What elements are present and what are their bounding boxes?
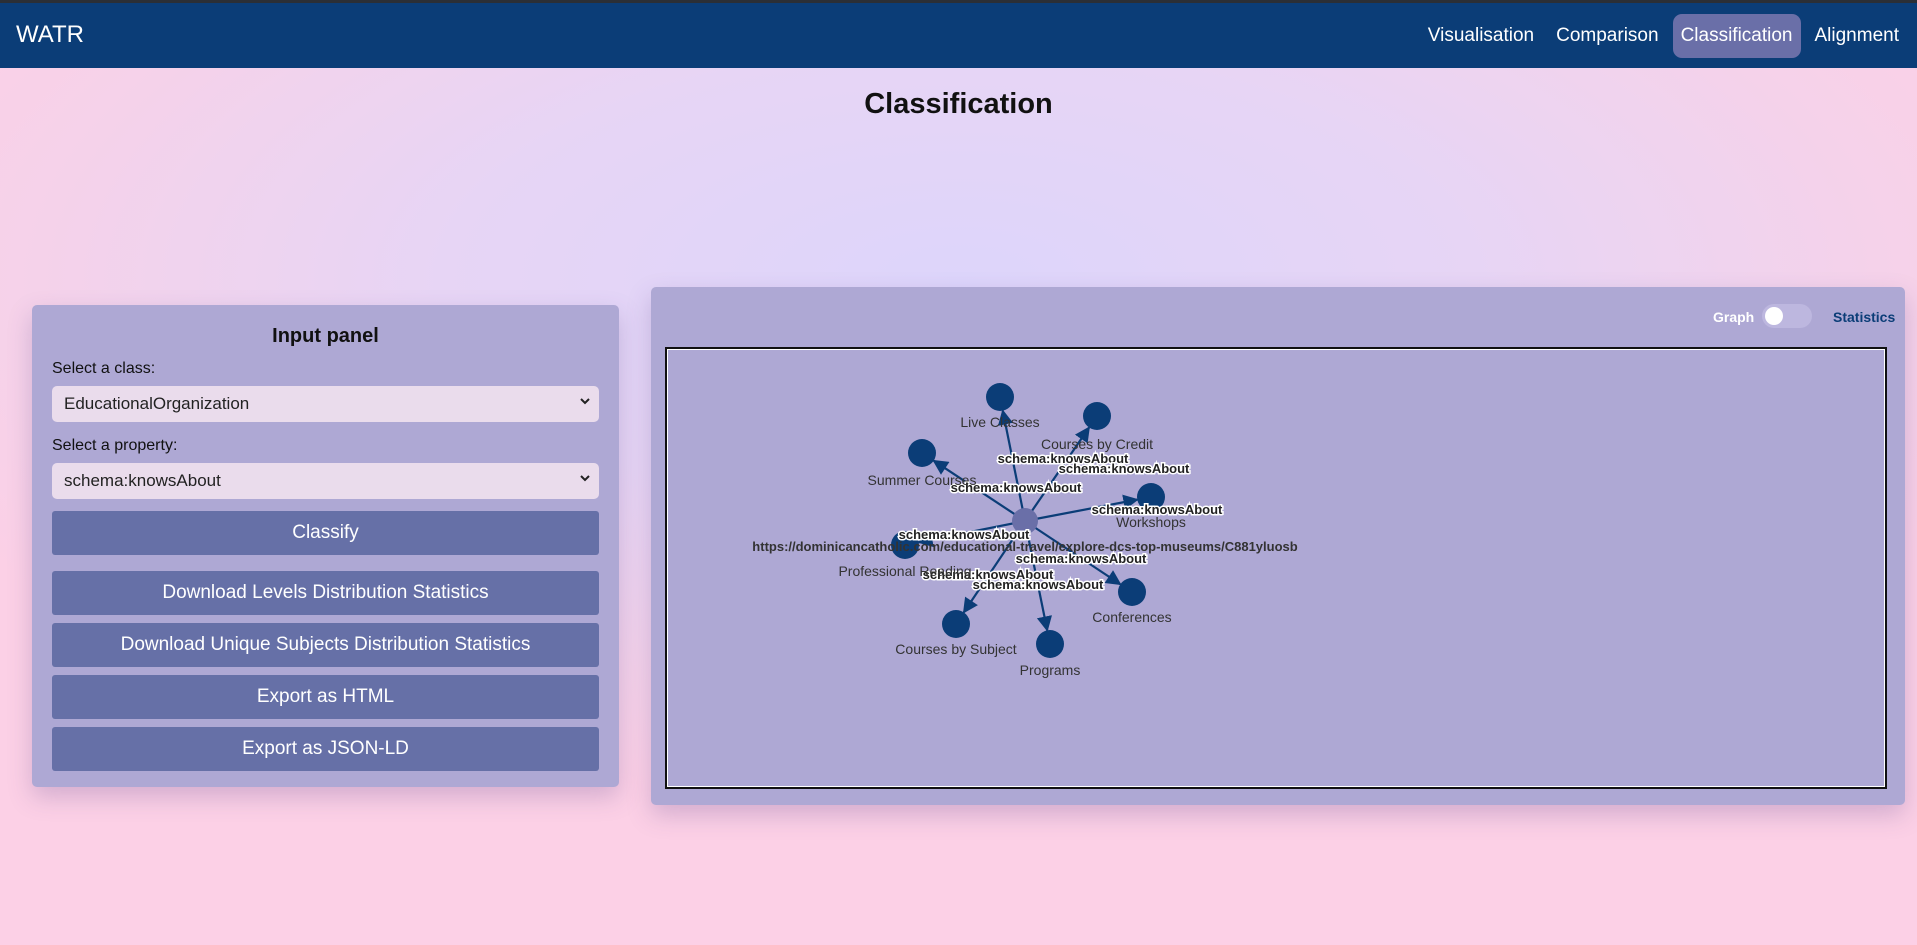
graph-center-label: https://dominicancatholic.com/educationa… xyxy=(752,539,1297,554)
page-title: Classification xyxy=(864,88,1053,120)
graph-edge xyxy=(962,520,1026,614)
classify-button[interactable]: Classify xyxy=(52,511,599,555)
graph-edge xyxy=(917,519,1026,548)
nav-item-classification[interactable]: Classification xyxy=(1672,14,1801,58)
chevron-down-icon xyxy=(580,398,590,405)
class-select[interactable]: EducationalOrganization xyxy=(52,386,599,422)
navbar: WATR Visualisation Comparison Classifica… xyxy=(0,3,1917,68)
chevron-down-icon xyxy=(580,475,590,482)
property-select-label: Select a property: xyxy=(52,437,178,454)
graph-node-label: Live Classes xyxy=(960,414,1039,430)
toggle-label-graph: Graph xyxy=(1713,309,1755,325)
toggle-knob xyxy=(1765,307,1783,325)
export-jsonld-button[interactable]: Export as JSON-LD xyxy=(52,727,599,771)
graph-node[interactable] xyxy=(986,383,1014,411)
panel-title: Input panel xyxy=(272,325,379,347)
graph-edge xyxy=(1024,494,1139,523)
edge-label: schema:knowsAbout xyxy=(1059,461,1190,476)
edge-label: schema:knowsAbout xyxy=(998,451,1129,466)
network-graph[interactable]: schema:knowsAboutschema:knowsAboutschema… xyxy=(667,349,1885,787)
brand-logo[interactable]: WATR xyxy=(16,21,84,48)
edge-label: schema:knowsAbout xyxy=(923,567,1054,582)
graph-node-label: Courses by Subject xyxy=(895,641,1017,657)
class-select-label: Select a class: xyxy=(52,360,156,377)
property-select-value: schema:knowsAbout xyxy=(64,471,221,490)
graph-labels: schema:knowsAboutschema:knowsAboutschema… xyxy=(752,414,1297,678)
graph-center-node[interactable] xyxy=(1012,508,1038,534)
edge-label: schema:knowsAbout xyxy=(1016,551,1147,566)
edge-label: schema:knowsAbout xyxy=(951,480,1082,495)
graph-edges xyxy=(917,409,1139,632)
graph-node-label: Programs xyxy=(1020,662,1081,678)
graph-node-label: Summer Courses xyxy=(868,472,977,488)
graph-node[interactable] xyxy=(1036,630,1064,658)
property-select[interactable]: schema:knowsAbout xyxy=(52,463,599,499)
nav-item-visualisation[interactable]: Visualisation xyxy=(1427,25,1535,46)
nav-item-comparison[interactable]: Comparison xyxy=(1556,25,1659,46)
graph-edge xyxy=(997,409,1027,522)
nav-menu: Visualisation Comparison Classification … xyxy=(1420,14,1907,58)
graph-node-label: Courses by Credit xyxy=(1041,436,1153,452)
graph-edge xyxy=(1023,520,1052,632)
edge-label: schema:knowsAbout xyxy=(1092,502,1223,517)
graph-node[interactable] xyxy=(1137,483,1165,511)
window-top-strip xyxy=(0,0,1917,3)
graph-node-label: Professional Reading xyxy=(838,563,971,579)
edge-label: schema:knowsAbout xyxy=(899,527,1030,542)
class-select-value: EducationalOrganization xyxy=(64,394,250,413)
graph-statistics-toggle[interactable] xyxy=(1762,304,1812,328)
graph-node[interactable] xyxy=(891,531,919,559)
graph-edge xyxy=(1024,520,1122,586)
download-unique-subjects-button[interactable]: Download Unique Subjects Distribution St… xyxy=(52,623,599,667)
graph-canvas[interactable]: schema:knowsAbout schema:knowsAbout schema… xyxy=(665,347,1887,789)
nav-item-alignment[interactable]: Alignment xyxy=(1814,25,1900,46)
graph-node[interactable] xyxy=(1083,402,1111,430)
export-html-button[interactable]: Export as HTML xyxy=(52,675,599,719)
graph-node[interactable] xyxy=(1118,578,1146,606)
graph-node-label: Conferences xyxy=(1092,609,1171,625)
graph-edge xyxy=(1024,426,1090,522)
input-panel: Input panel Select a class: EducationalO… xyxy=(32,305,619,787)
graph-panel: Graph Statistics schema:knowsAbout schema… xyxy=(651,287,1905,805)
download-levels-button[interactable]: Download Levels Distribution Statistics xyxy=(52,571,599,615)
graph-nodes xyxy=(891,383,1165,658)
toggle-label-statistics: Statistics xyxy=(1833,309,1896,325)
graph-node[interactable] xyxy=(942,610,970,638)
graph-node[interactable] xyxy=(908,439,936,467)
edge-label: schema:knowsAbout xyxy=(973,577,1104,592)
graph-node-label: Workshops xyxy=(1116,514,1186,530)
graph-edge xyxy=(932,459,1026,522)
